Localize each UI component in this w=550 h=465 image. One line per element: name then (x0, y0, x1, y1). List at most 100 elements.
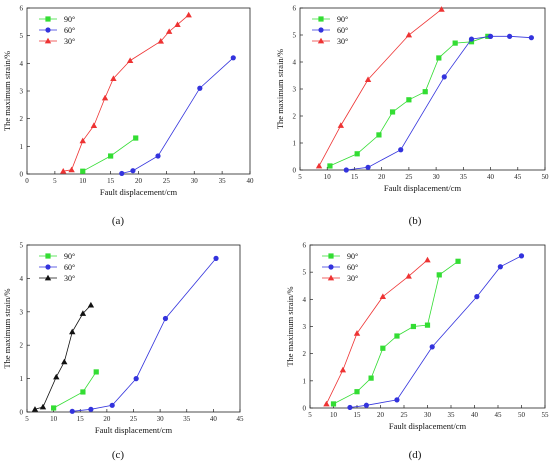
x-tick-label: 5 (53, 177, 57, 185)
data-point (528, 35, 534, 41)
x-tick-label: 40 (487, 173, 495, 181)
x-tick-label: 15 (354, 411, 362, 419)
data-point (79, 310, 87, 316)
plot-frame (26, 7, 251, 175)
data-point (80, 168, 86, 174)
data-point (162, 315, 169, 322)
y-tick-label: 1 (293, 140, 297, 148)
x-tick-label: 35 (448, 411, 456, 419)
data-point (101, 94, 109, 101)
x-tick-label: 30 (191, 177, 199, 185)
data-point (165, 28, 173, 34)
legend-marker (327, 274, 335, 281)
data-point (441, 74, 447, 80)
y-tick-label: 4 (293, 59, 297, 67)
x-tick-label: 40 (210, 415, 218, 423)
data-point (474, 294, 480, 300)
y-tick-label: 2 (293, 113, 297, 121)
y-tick-label: 0 (20, 171, 24, 179)
data-point (61, 358, 68, 365)
series-line (63, 14, 189, 172)
y-tick-label: 0 (20, 409, 24, 417)
data-point (410, 323, 416, 330)
legend-marker (45, 264, 51, 270)
series-2 (31, 301, 95, 412)
legend-marker (45, 27, 51, 33)
data-point (60, 168, 67, 174)
data-point (157, 38, 164, 44)
x-tick-label: 25 (163, 177, 171, 185)
y-tick-label: 1 (20, 143, 24, 151)
y-tick-label: 6 (303, 242, 307, 250)
data-point (330, 401, 337, 407)
data-point (230, 55, 236, 61)
x-tick-label: 10 (50, 415, 58, 423)
series-0 (330, 258, 461, 407)
series-0 (80, 135, 139, 174)
legend-entry: 60° (347, 263, 358, 272)
data-point (379, 293, 387, 300)
data-point (354, 151, 360, 157)
series-line (326, 259, 428, 405)
x-tick-label: 35 (183, 415, 191, 423)
x-axis-label: Fault displacement/cm (389, 421, 467, 431)
data-point (31, 406, 39, 412)
x-tick-label: 45 (237, 415, 245, 423)
data-point (353, 330, 361, 336)
y-tick-label: 2 (20, 115, 24, 123)
y-tick-label: 5 (303, 269, 307, 277)
data-point (197, 85, 203, 91)
legend: 90° 60° 30° (39, 252, 75, 283)
legend: 90° 60° 30° (39, 15, 75, 46)
x-axis-label: Fault displacement/cm (100, 187, 178, 197)
x-tick-label: 10 (324, 173, 332, 181)
series-2 (315, 6, 445, 169)
x-axis-label: Fault displacement/cm (384, 183, 462, 193)
legend-entry: 60° (337, 26, 348, 35)
series-2 (323, 256, 431, 407)
x-tick-label: 15 (77, 415, 85, 423)
data-point (405, 273, 412, 279)
y-tick-label: 3 (303, 323, 307, 331)
x-tick-label: 40 (471, 411, 479, 419)
x-tick-label: 20 (377, 411, 385, 419)
data-point (327, 163, 333, 169)
data-point (133, 135, 139, 141)
panel-label: (a) (112, 215, 125, 227)
series-1 (69, 255, 219, 414)
y-tick-label: 3 (293, 86, 297, 94)
x-axis-label: Fault displacement/cm (95, 425, 173, 435)
x-tick-label: 55 (542, 411, 550, 419)
series-1 (347, 253, 525, 411)
x-tick-label: 25 (401, 411, 409, 419)
series-1 (119, 55, 236, 177)
series-line (121, 57, 234, 174)
panel-label: (d) (409, 449, 422, 461)
x-tick-label: 20 (103, 415, 111, 423)
data-point (487, 33, 494, 39)
x-tick-label: 5 (308, 411, 312, 419)
y-axis-label: The maximum strain/% (285, 286, 295, 366)
series-line (72, 258, 217, 412)
data-point (68, 166, 75, 173)
y-tick-label: 2 (20, 342, 24, 350)
legend-entry: 90° (347, 252, 358, 261)
data-point (406, 97, 412, 103)
y-axis-label: The maximum strain/% (275, 49, 285, 129)
data-point (422, 89, 428, 95)
y-tick-label: 1 (20, 375, 24, 383)
data-point (468, 36, 475, 42)
y-tick-label: 1 (303, 377, 307, 385)
legend-marker (45, 253, 51, 259)
data-point (394, 397, 400, 403)
data-point (394, 333, 400, 339)
data-point (108, 153, 114, 159)
legend-entry: 60° (64, 26, 75, 35)
x-tick-label: 0 (25, 177, 29, 185)
data-point (185, 11, 192, 18)
data-point (51, 405, 57, 411)
data-point (380, 345, 386, 351)
legend-entry: 30° (337, 37, 348, 46)
